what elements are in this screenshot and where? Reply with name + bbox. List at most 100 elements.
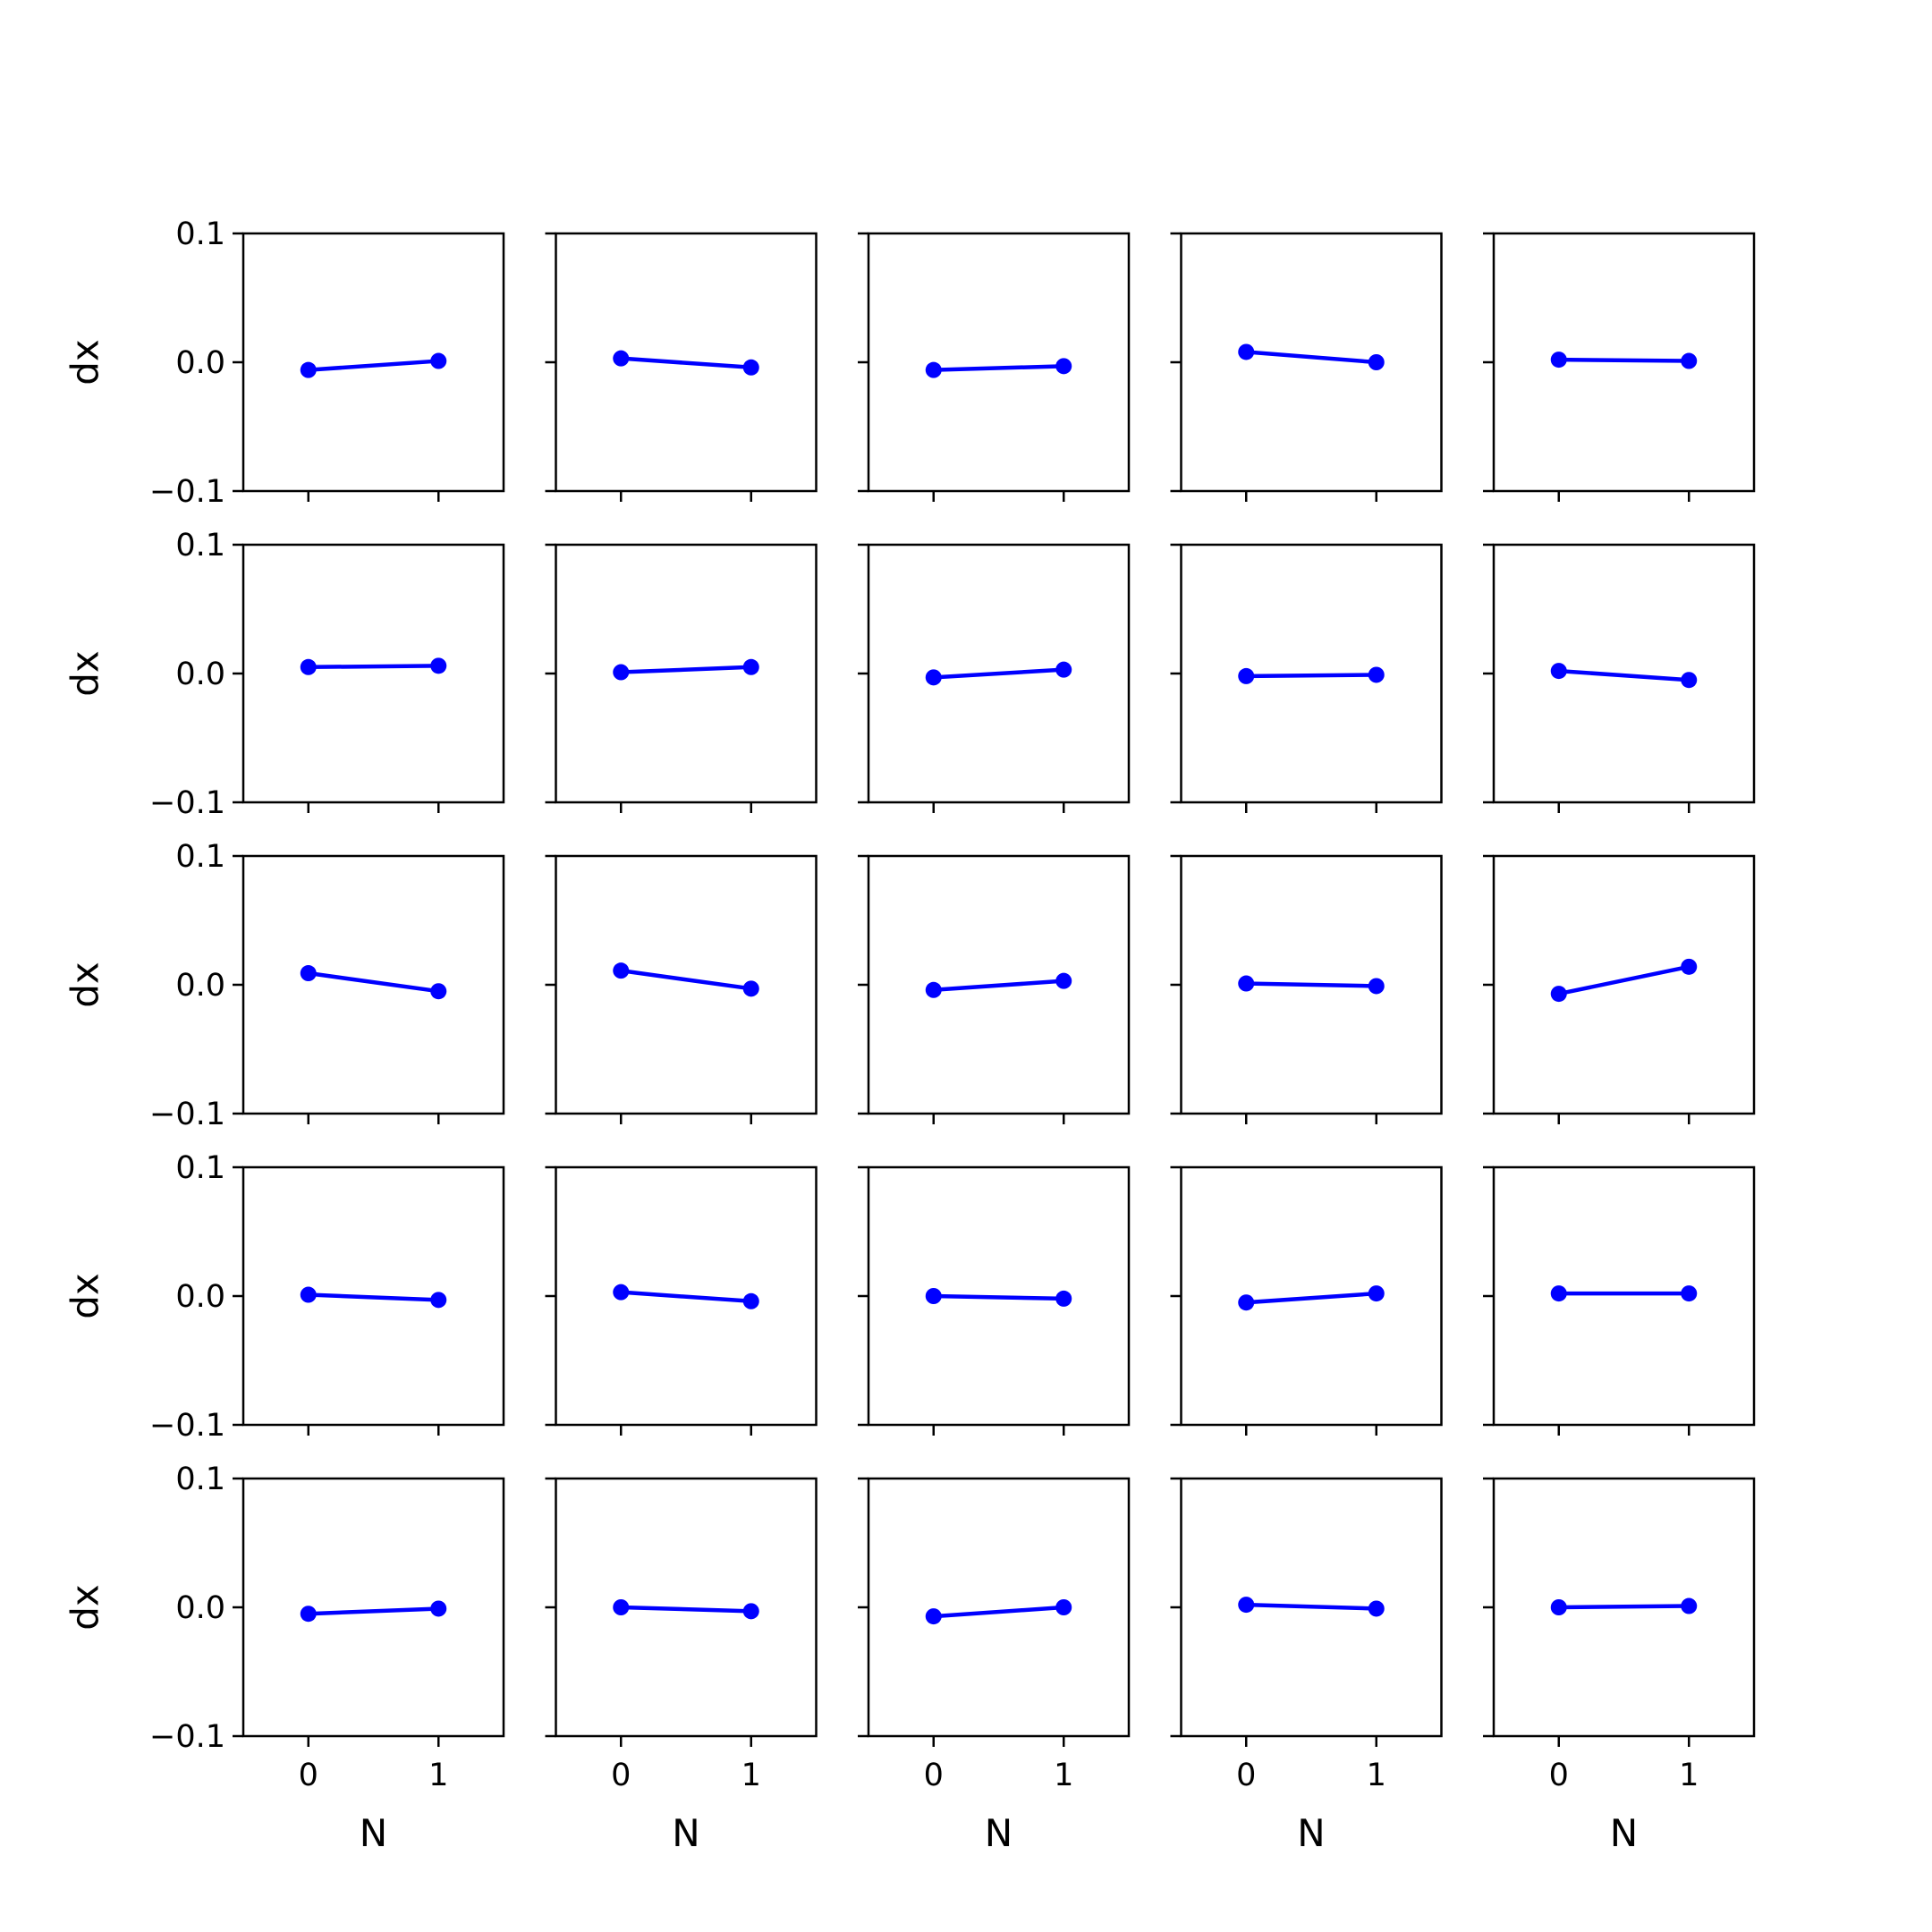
y-tick-label: 0.1 bbox=[175, 1462, 225, 1497]
data-point bbox=[742, 658, 759, 675]
series-line bbox=[933, 1293, 1064, 1301]
data-point bbox=[925, 981, 942, 998]
y-tick-label: −0.1 bbox=[149, 1097, 225, 1132]
data-point bbox=[613, 1599, 630, 1615]
subplot-r1-c2 bbox=[545, 232, 818, 502]
axes-frame bbox=[867, 232, 1131, 493]
series-line bbox=[308, 359, 439, 372]
data-point bbox=[1681, 1597, 1698, 1614]
y-tick-label: 0.1 bbox=[175, 216, 225, 252]
series-line bbox=[621, 1605, 751, 1614]
x-tick-label: 0 bbox=[924, 1758, 944, 1793]
data-point bbox=[613, 664, 630, 681]
data-point bbox=[1055, 1599, 1072, 1615]
y-tick-label: 0.1 bbox=[175, 839, 225, 875]
subplot-r4-c3 bbox=[858, 1165, 1131, 1436]
y-tick-label: 0.1 bbox=[175, 1150, 225, 1186]
x-axis-label: N bbox=[360, 1811, 387, 1855]
data-point bbox=[1055, 972, 1072, 989]
series-line bbox=[1246, 673, 1377, 679]
y-axis-label: dx bbox=[64, 962, 107, 1008]
x-tick-label: 0 bbox=[611, 1758, 631, 1793]
series-line bbox=[933, 1605, 1064, 1619]
data-point bbox=[1238, 975, 1255, 992]
data-point bbox=[1550, 1285, 1567, 1302]
data-point bbox=[1238, 343, 1255, 360]
data-point bbox=[300, 1286, 317, 1303]
subplot-r5-c3: 0 1 N bbox=[858, 1477, 1131, 1855]
subplot-r5-c5: 0 1 N bbox=[1483, 1477, 1756, 1855]
y-tick-label: 0.0 bbox=[175, 345, 225, 381]
y-tick-label: 0.0 bbox=[175, 657, 225, 692]
data-point bbox=[1681, 958, 1698, 975]
axes-frame bbox=[1492, 1165, 1756, 1427]
data-point bbox=[430, 1292, 447, 1309]
subplot-r2-c4 bbox=[1170, 543, 1443, 813]
x-tick-label: 1 bbox=[1367, 1758, 1386, 1793]
series-line bbox=[308, 970, 439, 994]
data-point bbox=[1550, 663, 1567, 680]
series-line bbox=[1558, 964, 1690, 996]
y-axis-label: dx bbox=[64, 1273, 107, 1319]
x-tick-label: 1 bbox=[741, 1758, 761, 1793]
data-point bbox=[1681, 1285, 1698, 1302]
y-axis-label: dx bbox=[64, 339, 107, 386]
data-point bbox=[613, 1284, 630, 1301]
data-point bbox=[1550, 1599, 1567, 1615]
data-point bbox=[430, 352, 447, 369]
subplot-r5-c4: 0 1 N bbox=[1170, 1477, 1443, 1855]
data-point bbox=[430, 657, 447, 674]
data-point bbox=[613, 350, 630, 367]
axes-frame bbox=[242, 543, 505, 804]
y-tick-label: −0.1 bbox=[149, 1408, 225, 1444]
data-point bbox=[925, 669, 942, 686]
data-point bbox=[300, 361, 317, 378]
data-point bbox=[1055, 1290, 1072, 1307]
subplot-r1-c3 bbox=[858, 232, 1131, 502]
data-point bbox=[1550, 986, 1567, 1003]
y-tick-label: 0.0 bbox=[175, 1279, 225, 1315]
y-tick-label: −0.1 bbox=[149, 785, 225, 821]
series-line bbox=[308, 1606, 439, 1616]
data-point bbox=[1055, 661, 1072, 678]
axes-frame bbox=[867, 1477, 1131, 1738]
data-point bbox=[1368, 1285, 1385, 1302]
subplot-r3-c5 bbox=[1483, 854, 1756, 1124]
x-tick-label: 0 bbox=[1549, 1758, 1569, 1793]
subplot-r5-c1: −0.1 0.0 0.1 0 1 dx N bbox=[64, 1462, 505, 1855]
series-line bbox=[620, 968, 752, 991]
data-point bbox=[742, 1292, 759, 1309]
x-tick-label: 1 bbox=[1679, 1758, 1699, 1793]
data-point bbox=[1550, 352, 1567, 369]
series-line bbox=[933, 364, 1064, 372]
data-point bbox=[1238, 1597, 1255, 1614]
series-line bbox=[621, 665, 751, 674]
y-tick-label: −0.1 bbox=[149, 1719, 225, 1755]
series-line bbox=[1558, 668, 1690, 682]
axes-frame bbox=[555, 543, 818, 804]
series-line bbox=[308, 664, 439, 670]
axes-frame bbox=[1492, 854, 1756, 1115]
data-point bbox=[742, 359, 759, 376]
data-point bbox=[742, 1603, 759, 1620]
data-point bbox=[1238, 1294, 1255, 1311]
data-point bbox=[300, 965, 317, 982]
y-tick-label: −0.1 bbox=[149, 474, 225, 510]
data-point bbox=[1368, 1600, 1385, 1617]
data-point bbox=[300, 658, 317, 675]
data-point bbox=[430, 1600, 447, 1617]
subplot-r1-c1: −0.1 0.0 0.1 dx bbox=[64, 216, 505, 510]
x-tick-label: 0 bbox=[1236, 1758, 1256, 1793]
y-axis-label: dx bbox=[64, 650, 107, 697]
x-tick-label: 0 bbox=[299, 1758, 318, 1793]
y-tick-label: 0.0 bbox=[175, 968, 225, 1004]
subplot-r4-c5 bbox=[1483, 1165, 1756, 1436]
data-point bbox=[613, 962, 630, 979]
subplot-r1-c4 bbox=[1170, 232, 1443, 502]
subplot-r2-c1: −0.1 0.0 0.1 dx bbox=[64, 528, 505, 821]
series-line bbox=[1246, 1291, 1377, 1305]
data-point bbox=[1681, 352, 1698, 369]
data-point bbox=[1368, 666, 1385, 683]
data-point bbox=[742, 980, 759, 997]
